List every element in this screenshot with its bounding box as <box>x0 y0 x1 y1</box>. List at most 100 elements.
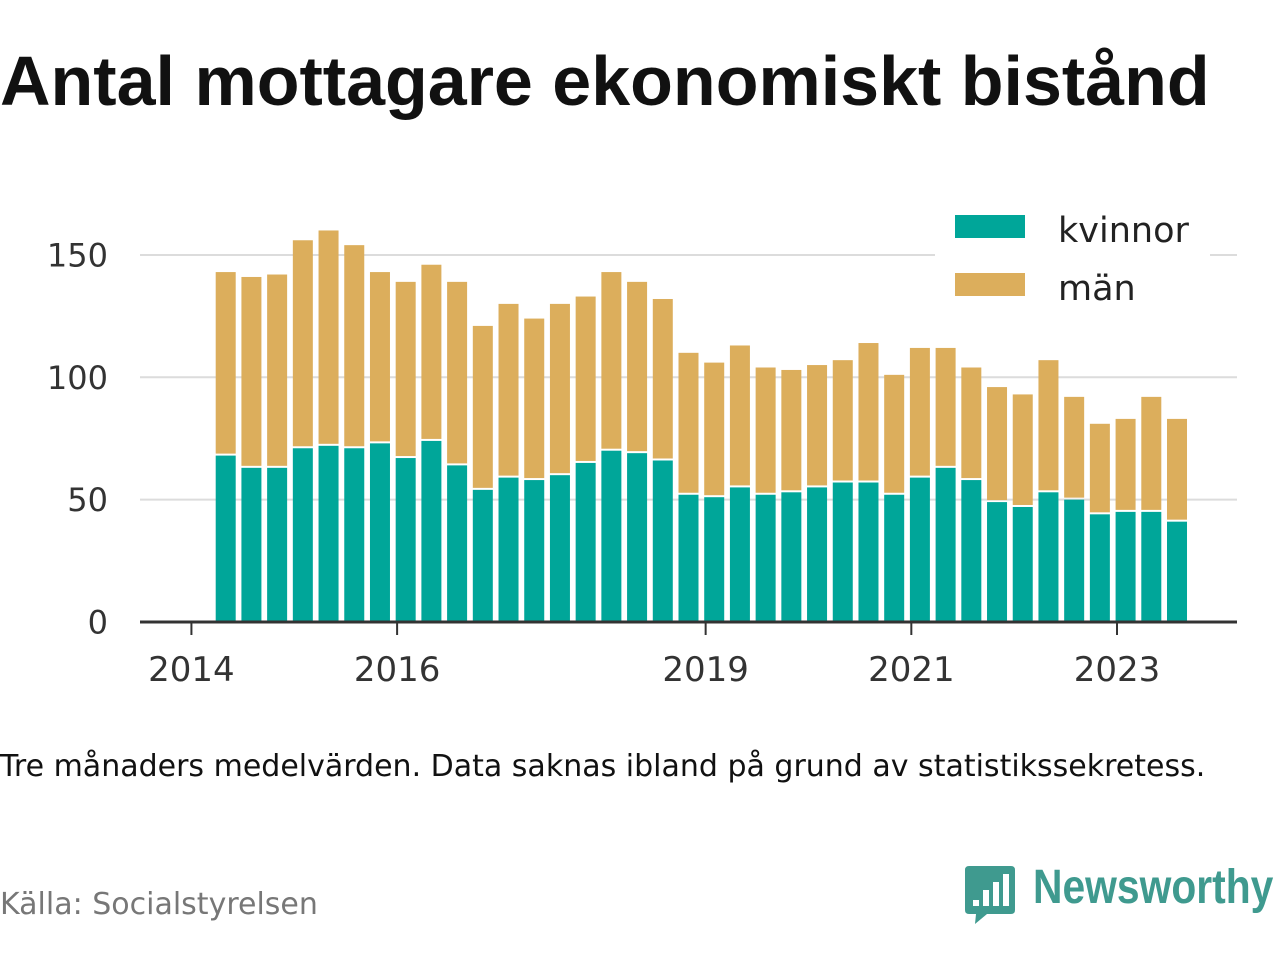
bar-man-2015-05 <box>318 230 339 444</box>
bar-kvinnor-2014-05 <box>215 455 236 622</box>
bar-kvinnor-2020-11 <box>884 494 905 622</box>
bar-kvinnor-2016-11 <box>472 489 493 622</box>
bar-kvinnor-2018-08 <box>652 460 673 622</box>
bar-kvinnor-2017-08 <box>549 475 570 622</box>
bar-man-2022-11 <box>1089 423 1110 513</box>
bar-man-2020-08 <box>858 343 879 481</box>
bar-kvinnor-2019-02 <box>704 497 725 622</box>
legend-item-kvinnor: kvinnor <box>955 211 1189 251</box>
bar-man-2022-05 <box>1038 360 1059 491</box>
bar-man-2023-05 <box>1141 396 1162 510</box>
bar-man-2015-11 <box>369 272 390 442</box>
bar-man-2015-02 <box>292 240 313 447</box>
legend: kvinnor män <box>935 200 1210 310</box>
bar-kvinnor-2016-02 <box>395 458 416 622</box>
bar-man-2014-05 <box>215 272 236 454</box>
bar-man-2015-08 <box>344 245 365 447</box>
bar-man-2021-02 <box>909 347 930 476</box>
bar-kvinnor-2023-02 <box>1115 511 1136 622</box>
bar-kvinnor-2016-08 <box>447 465 468 622</box>
bars <box>215 230 1188 622</box>
legend-swatch-kvinnor <box>955 215 1025 238</box>
y-tick-label-100: 100 <box>47 359 108 397</box>
bar-man-2017-05 <box>524 318 545 479</box>
bar-man-2016-02 <box>395 281 416 457</box>
legend-label-man: män <box>1058 269 1136 309</box>
bar-man-2018-08 <box>652 298 673 459</box>
bar-man-2019-08 <box>755 367 776 493</box>
bar-man-2023-02 <box>1115 418 1136 510</box>
bar-man-2022-08 <box>1064 396 1085 498</box>
bar-kvinnor-2017-05 <box>524 480 545 622</box>
bar-kvinnor-2022-08 <box>1064 499 1085 622</box>
bar-kvinnor-2017-02 <box>498 477 519 622</box>
newsworthy-wordmark: Newsworthy <box>1033 861 1274 914</box>
bar-man-2020-05 <box>832 360 853 481</box>
bar-kvinnor-2014-11 <box>267 467 288 622</box>
x-tick-label-2016: 2016 <box>354 650 441 690</box>
bar-kvinnor-2022-11 <box>1089 514 1110 622</box>
axes: 0 50 100 150 2014 2016 2019 2021 2023 <box>47 236 1237 690</box>
bar-kvinnor-2023-08 <box>1167 521 1188 622</box>
chart-note: Tre månaders medelvärden. Data saknas ib… <box>0 749 1206 784</box>
bar-man-2014-11 <box>267 274 288 466</box>
bar-man-2020-02 <box>807 365 828 486</box>
bar-man-2019-11 <box>781 369 802 491</box>
bar-man-2021-05 <box>935 347 956 466</box>
bar-man-2014-08 <box>241 276 262 466</box>
legend-swatch-man <box>955 273 1025 296</box>
bar-kvinnor-2018-11 <box>678 494 699 622</box>
bar-man-2022-02 <box>1012 394 1033 505</box>
newsworthy-chart-bubble-icon <box>965 866 1015 924</box>
bar-kvinnor-2021-02 <box>909 477 930 622</box>
x-tick-label-2023: 2023 <box>1074 650 1161 690</box>
bar-kvinnor-2018-05 <box>627 453 648 622</box>
x-tick-label-2014: 2014 <box>148 650 235 690</box>
bar-kvinnor-2022-02 <box>1012 506 1033 622</box>
bar-kvinnor-2023-05 <box>1141 511 1162 622</box>
x-tick-label-2021: 2021 <box>868 650 955 690</box>
bar-man-2021-08 <box>961 367 982 479</box>
bar-man-2019-05 <box>729 345 750 486</box>
bar-kvinnor-2015-02 <box>292 448 313 622</box>
bar-man-2017-08 <box>549 303 570 474</box>
bar-kvinnor-2014-08 <box>241 467 262 622</box>
bar-kvinnor-2020-05 <box>832 482 853 622</box>
x-tick-label-2019: 2019 <box>662 650 749 690</box>
bar-kvinnor-2022-05 <box>1038 492 1059 622</box>
bar-man-2019-02 <box>704 362 725 496</box>
bar-man-2016-05 <box>421 264 442 439</box>
legend-label-kvinnor: kvinnor <box>1058 211 1189 251</box>
y-tick-label-0: 0 <box>88 604 108 642</box>
bar-kvinnor-2015-08 <box>344 448 365 622</box>
bar-kvinnor-2015-11 <box>369 443 390 622</box>
bar-kvinnor-2019-08 <box>755 494 776 622</box>
chart-title: Antal mottagare ekonomiskt bistånd <box>0 42 1210 120</box>
newsworthy-logo: Newsworthy <box>963 862 1275 928</box>
y-tick-label-150: 150 <box>47 236 108 274</box>
bar-kvinnor-2021-11 <box>987 502 1008 622</box>
bar-man-2023-08 <box>1167 418 1188 520</box>
bar-kvinnor-2020-02 <box>807 487 828 622</box>
bar-man-2018-11 <box>678 352 699 493</box>
y-tick-label-50: 50 <box>67 481 108 519</box>
bar-kvinnor-2016-05 <box>421 440 442 622</box>
bar-man-2016-11 <box>472 325 493 488</box>
bar-kvinnor-2019-05 <box>729 487 750 622</box>
bar-kvinnor-2015-05 <box>318 445 339 622</box>
bar-kvinnor-2017-11 <box>575 462 596 622</box>
bar-man-2017-11 <box>575 296 596 461</box>
bar-man-2018-02 <box>601 272 622 449</box>
bar-man-2018-05 <box>627 281 648 452</box>
bar-kvinnor-2018-02 <box>601 450 622 622</box>
bar-kvinnor-2021-05 <box>935 467 956 622</box>
bar-man-2020-11 <box>884 374 905 493</box>
bar-kvinnor-2021-08 <box>961 480 982 622</box>
bar-man-2016-08 <box>447 281 468 464</box>
legend-item-man: män <box>955 269 1136 309</box>
bar-kvinnor-2020-08 <box>858 482 879 622</box>
source-credit: Källa: Socialstyrelsen <box>0 887 318 922</box>
bar-man-2021-11 <box>987 387 1008 501</box>
bar-man-2017-02 <box>498 303 519 476</box>
bar-kvinnor-2019-11 <box>781 492 802 622</box>
